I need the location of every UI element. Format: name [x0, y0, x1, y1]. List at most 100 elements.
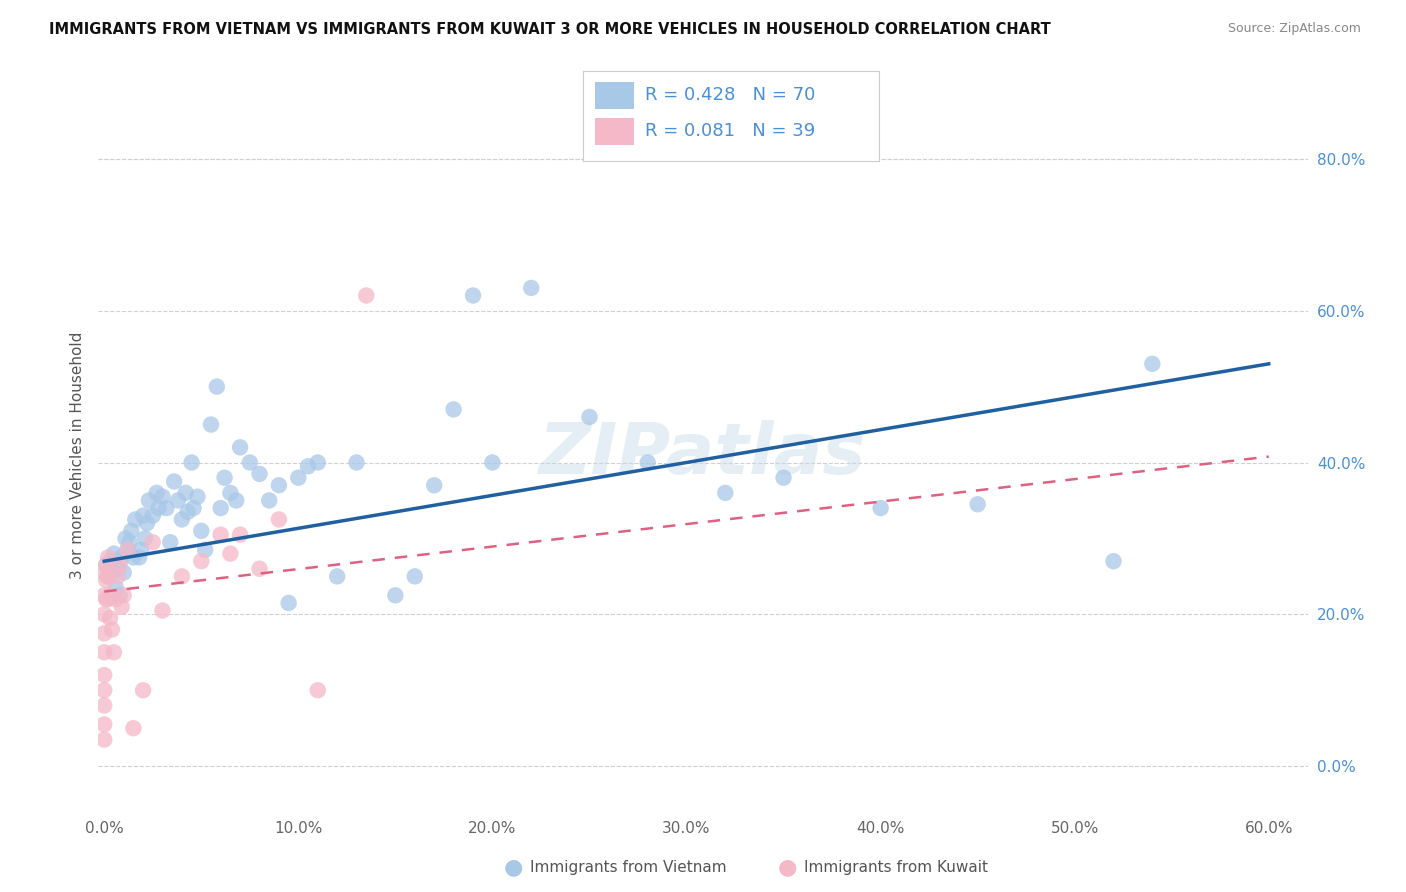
- Point: [120, 524, 142, 538]
- Point: [869, 501, 891, 516]
- Point: [443, 402, 465, 417]
- Bar: [595, 118, 634, 145]
- Text: IMMIGRANTS FROM VIETNAM VS IMMIGRANTS FROM KUWAIT 3 OR MORE VEHICLES IN HOUSEHOL: IMMIGRANTS FROM VIETNAM VS IMMIGRANTS FR…: [49, 22, 1050, 37]
- Point: [103, 645, 125, 659]
- Point: [225, 493, 247, 508]
- Text: ●: ●: [778, 857, 797, 877]
- Point: [107, 562, 129, 576]
- Point: [98, 554, 121, 568]
- Point: [132, 683, 155, 698]
- Text: ●: ●: [503, 857, 523, 877]
- Point: [307, 456, 329, 470]
- Text: ZIPatlas: ZIPatlas: [540, 420, 866, 490]
- Point: [205, 379, 228, 393]
- Point: [142, 535, 165, 549]
- Point: [155, 501, 177, 516]
- Point: [249, 562, 271, 576]
- Point: [129, 542, 152, 557]
- Point: [104, 581, 127, 595]
- Point: [297, 459, 319, 474]
- Point: [277, 596, 299, 610]
- Point: [117, 542, 139, 557]
- Point: [152, 490, 174, 504]
- Point: [637, 456, 659, 470]
- Point: [97, 569, 120, 583]
- Text: Immigrants from Kuwait: Immigrants from Kuwait: [804, 860, 988, 874]
- Point: [103, 547, 125, 561]
- Point: [142, 508, 165, 523]
- Point: [209, 527, 232, 541]
- Point: [1102, 554, 1125, 568]
- Point: [170, 512, 193, 526]
- Point: [214, 471, 236, 485]
- Point: [117, 542, 139, 557]
- Point: [108, 558, 131, 572]
- Point: [134, 532, 156, 546]
- Point: [354, 288, 377, 302]
- Text: Source: ZipAtlas.com: Source: ZipAtlas.com: [1227, 22, 1361, 36]
- Point: [93, 645, 115, 659]
- Point: [219, 486, 242, 500]
- Point: [136, 516, 159, 531]
- Point: [93, 683, 115, 698]
- Point: [180, 456, 202, 470]
- Y-axis label: 3 or more Vehicles in Household: 3 or more Vehicles in Household: [69, 331, 84, 579]
- Point: [93, 717, 115, 731]
- Point: [966, 497, 988, 511]
- Point: [96, 558, 118, 572]
- Point: [307, 683, 329, 698]
- Point: [114, 532, 136, 546]
- Point: [93, 626, 115, 640]
- Point: [714, 486, 737, 500]
- Point: [481, 456, 503, 470]
- Point: [267, 478, 290, 492]
- Point: [167, 493, 190, 508]
- Point: [1142, 357, 1164, 371]
- Point: [93, 698, 115, 713]
- Point: [219, 547, 242, 561]
- Point: [200, 417, 222, 432]
- Point: [772, 471, 794, 485]
- Point: [267, 512, 290, 526]
- Point: [97, 592, 120, 607]
- Point: [152, 603, 174, 617]
- Point: [287, 471, 309, 485]
- Point: [239, 456, 262, 470]
- Point: [163, 475, 186, 489]
- Point: [174, 486, 197, 500]
- Point: [520, 281, 543, 295]
- Point: [229, 440, 252, 454]
- Text: R = 0.081   N = 39: R = 0.081 N = 39: [645, 122, 815, 140]
- Point: [112, 566, 135, 580]
- Point: [176, 505, 198, 519]
- Point: [145, 486, 167, 500]
- Point: [97, 569, 120, 583]
- Point: [96, 558, 118, 572]
- Point: [98, 611, 121, 625]
- Point: [257, 493, 280, 508]
- Point: [209, 501, 232, 516]
- Point: [159, 535, 181, 549]
- Point: [93, 732, 115, 747]
- Point: [93, 566, 115, 580]
- Point: [93, 668, 115, 682]
- Point: [186, 490, 208, 504]
- Point: [107, 569, 129, 583]
- Point: [111, 550, 134, 565]
- Point: [138, 493, 160, 508]
- Point: [97, 550, 120, 565]
- Point: [148, 501, 170, 516]
- Point: [423, 478, 446, 492]
- Point: [190, 524, 212, 538]
- Point: [229, 527, 252, 541]
- Point: [96, 592, 118, 607]
- Point: [170, 569, 193, 583]
- Point: [93, 607, 115, 622]
- Point: [249, 467, 271, 481]
- Point: [96, 573, 118, 587]
- Text: R = 0.428   N = 70: R = 0.428 N = 70: [645, 87, 815, 104]
- Point: [101, 566, 124, 580]
- Point: [194, 542, 217, 557]
- Point: [108, 588, 131, 602]
- Point: [112, 588, 135, 602]
